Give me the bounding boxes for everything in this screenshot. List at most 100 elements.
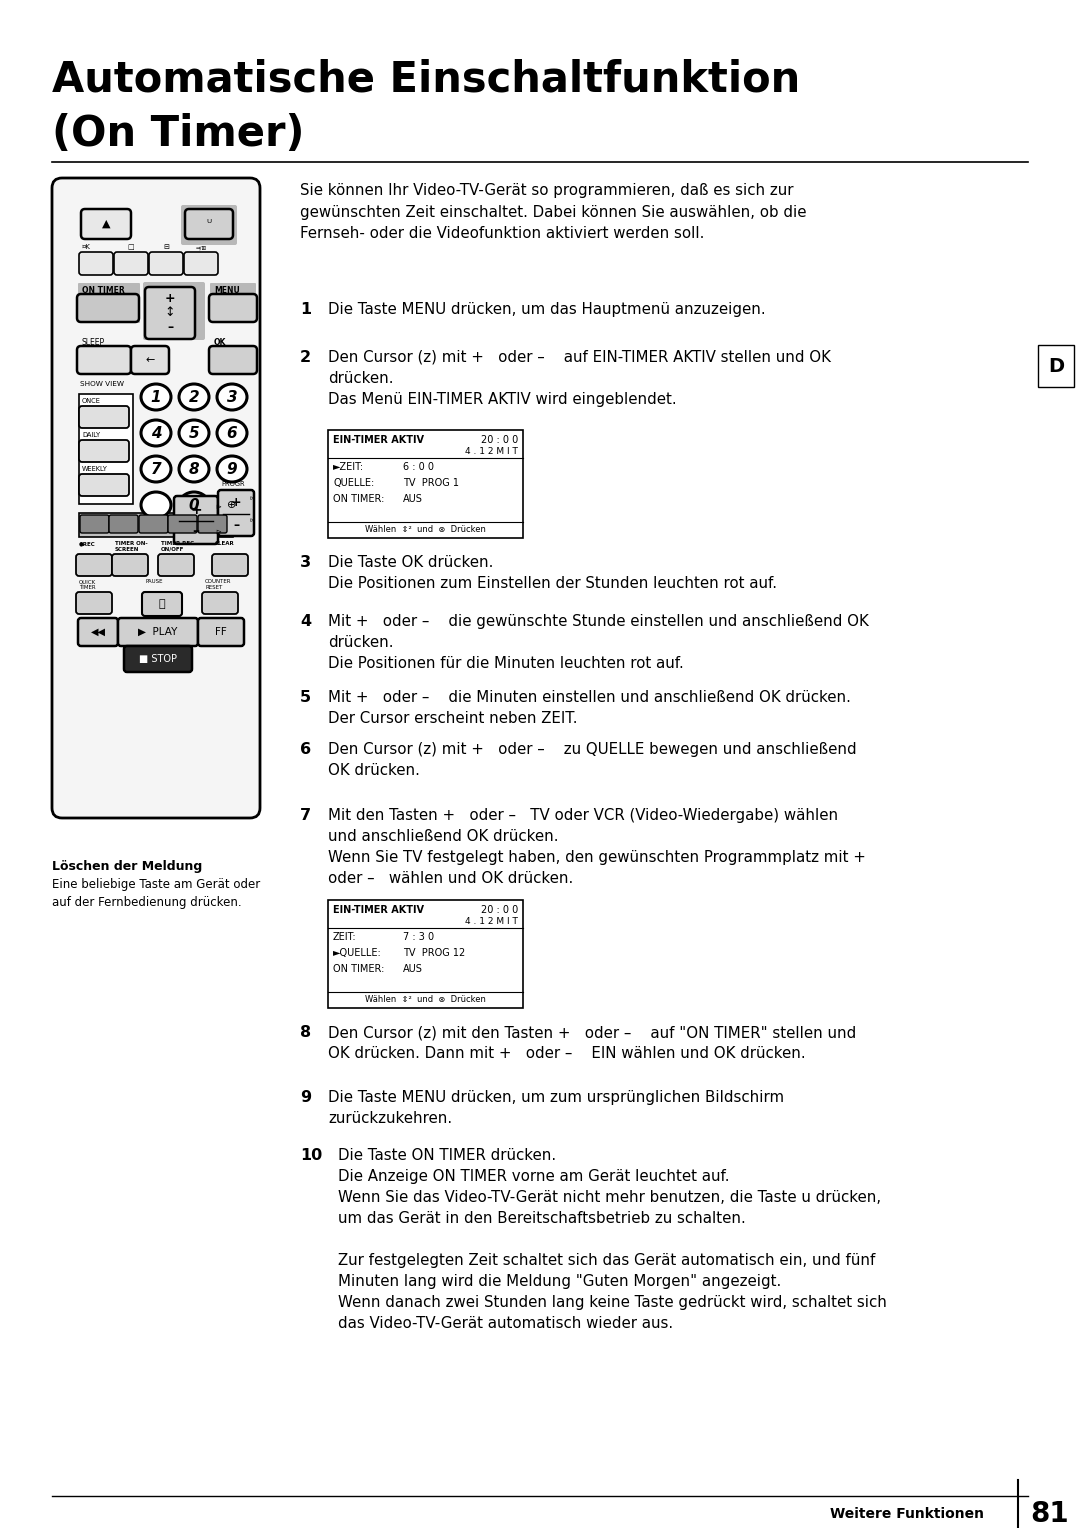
FancyBboxPatch shape — [79, 513, 233, 536]
Text: 20 : 0 0: 20 : 0 0 — [481, 435, 518, 445]
Text: 9: 9 — [300, 1089, 311, 1105]
FancyBboxPatch shape — [79, 406, 129, 428]
Text: 3: 3 — [227, 390, 238, 405]
Text: ■ STOP: ■ STOP — [139, 654, 177, 665]
FancyBboxPatch shape — [81, 209, 131, 238]
Text: TV  PROG 1: TV PROG 1 — [403, 478, 459, 487]
FancyBboxPatch shape — [112, 555, 148, 576]
Text: +: + — [231, 497, 241, 509]
Text: Mit den Tasten +   oder –   TV oder VCR (Video-Wiedergabe) wählen
und anschließe: Mit den Tasten + oder – TV oder VCR (Vid… — [328, 808, 866, 886]
Ellipse shape — [141, 420, 171, 446]
Text: 4 . 1 2 M I T: 4 . 1 2 M I T — [465, 917, 518, 926]
Text: 1: 1 — [300, 303, 311, 316]
Text: 81: 81 — [1030, 1500, 1069, 1528]
FancyBboxPatch shape — [210, 293, 257, 322]
Text: 2: 2 — [300, 350, 311, 365]
Text: EIN-TIMER AKTIV: EIN-TIMER AKTIV — [333, 435, 424, 445]
FancyBboxPatch shape — [124, 646, 192, 672]
Text: 8: 8 — [189, 461, 200, 477]
FancyBboxPatch shape — [143, 283, 205, 341]
FancyBboxPatch shape — [52, 177, 260, 817]
Text: ●REC: ●REC — [79, 541, 96, 545]
Text: COUNTER
RESET: COUNTER RESET — [205, 579, 231, 590]
FancyBboxPatch shape — [79, 252, 113, 275]
Text: ON TIMER:: ON TIMER: — [333, 964, 384, 973]
Text: ▲: ▲ — [102, 219, 110, 229]
Ellipse shape — [141, 492, 171, 518]
Text: FF: FF — [215, 626, 227, 637]
Text: MENU: MENU — [214, 286, 240, 295]
Text: TV  PROG 12: TV PROG 12 — [403, 947, 465, 958]
FancyBboxPatch shape — [77, 345, 131, 374]
Text: Automatische Einschaltfunktion: Automatische Einschaltfunktion — [52, 58, 800, 99]
FancyBboxPatch shape — [158, 555, 194, 576]
FancyBboxPatch shape — [77, 293, 139, 322]
Text: 5: 5 — [189, 425, 200, 440]
FancyBboxPatch shape — [202, 591, 238, 614]
Text: EIN-TIMER AKTIV: EIN-TIMER AKTIV — [333, 905, 424, 915]
Text: +: + — [164, 292, 175, 306]
Text: (On Timer): (On Timer) — [52, 113, 305, 154]
Ellipse shape — [217, 455, 247, 481]
FancyBboxPatch shape — [80, 515, 109, 533]
Text: ↕: ↕ — [165, 307, 175, 319]
FancyBboxPatch shape — [198, 515, 227, 533]
Text: Die Taste OK drücken.
Die Positionen zum Einstellen der Stunden leuchten rot auf: Die Taste OK drücken. Die Positionen zum… — [328, 555, 777, 591]
FancyBboxPatch shape — [76, 555, 112, 576]
Ellipse shape — [141, 455, 171, 481]
Text: 1: 1 — [151, 390, 161, 405]
Text: ZEIT:: ZEIT: — [333, 932, 356, 941]
Text: QUELLE:: QUELLE: — [333, 478, 375, 487]
Text: Den Cursor (z) mit +   oder –    zu QUELLE bewegen und anschließend
OK drücken.: Den Cursor (z) mit + oder – zu QUELLE be… — [328, 743, 856, 778]
Text: 10: 10 — [300, 1148, 322, 1163]
Text: Die Taste ON TIMER drücken.
Die Anzeige ON TIMER vorne am Gerät leuchtet auf.
We: Die Taste ON TIMER drücken. Die Anzeige … — [338, 1148, 887, 1331]
Ellipse shape — [179, 455, 210, 481]
Text: 6: 6 — [300, 743, 311, 756]
FancyBboxPatch shape — [210, 283, 256, 313]
Text: 4: 4 — [151, 425, 161, 440]
Ellipse shape — [217, 492, 247, 518]
Text: 7 : 3 0: 7 : 3 0 — [403, 932, 434, 941]
Text: WEEKLY: WEEKLY — [82, 466, 108, 472]
Text: ◀◀: ◀◀ — [91, 626, 106, 637]
Text: ON TIMER:: ON TIMER: — [333, 494, 384, 504]
Text: 3: 3 — [300, 555, 311, 570]
Text: ←: ← — [146, 354, 154, 365]
FancyBboxPatch shape — [1038, 345, 1074, 387]
FancyBboxPatch shape — [198, 617, 244, 646]
Text: Mit +   oder –    die Minuten einstellen und anschließend OK drücken.
Der Cursor: Mit + oder – die Minuten einstellen und … — [328, 691, 851, 726]
Text: ⊕: ⊕ — [227, 500, 237, 510]
Text: ▶  PLAY: ▶ PLAY — [138, 626, 178, 637]
Text: CLEAR: CLEAR — [215, 541, 234, 545]
Text: ⏸: ⏸ — [159, 599, 165, 610]
Text: 7: 7 — [151, 461, 161, 477]
Ellipse shape — [179, 420, 210, 446]
Text: ►ZEIT:: ►ZEIT: — [333, 461, 364, 472]
Text: ᵁ: ᵁ — [206, 219, 212, 229]
Text: 5: 5 — [300, 691, 311, 704]
Text: 8: 8 — [300, 1025, 311, 1041]
Text: OK: OK — [214, 338, 227, 347]
FancyBboxPatch shape — [184, 252, 218, 275]
FancyBboxPatch shape — [328, 429, 523, 538]
Text: 4 . 1 2 M I T: 4 . 1 2 M I T — [465, 448, 518, 455]
FancyBboxPatch shape — [174, 497, 218, 544]
FancyBboxPatch shape — [78, 617, 118, 646]
FancyBboxPatch shape — [185, 209, 233, 238]
FancyBboxPatch shape — [181, 205, 237, 244]
Text: –: – — [233, 518, 239, 532]
Text: TIMER ON-
SCREEN: TIMER ON- SCREEN — [114, 541, 148, 552]
FancyBboxPatch shape — [141, 591, 183, 616]
Text: Die Taste MENU drücken, um das Hauptmenü anzuzeigen.: Die Taste MENU drücken, um das Hauptmenü… — [328, 303, 766, 316]
Text: ¤K: ¤K — [82, 244, 91, 251]
Text: SHOW VIEW: SHOW VIEW — [80, 380, 124, 387]
FancyBboxPatch shape — [149, 252, 183, 275]
Text: Den Cursor (z) mit +   oder –    auf EIN-TIMER AKTIV stellen und OK
drücken.
Das: Den Cursor (z) mit + oder – auf EIN-TIME… — [328, 350, 831, 406]
Text: PAUSE: PAUSE — [145, 579, 162, 584]
Text: SLEEP: SLEEP — [82, 338, 105, 347]
Text: ⊳: ⊳ — [249, 518, 254, 524]
Text: –: – — [192, 524, 200, 538]
Text: 6 : 0 0: 6 : 0 0 — [403, 461, 434, 472]
Text: ⇒/⊞: ⇒/⊞ — [195, 244, 206, 251]
FancyBboxPatch shape — [109, 515, 138, 533]
